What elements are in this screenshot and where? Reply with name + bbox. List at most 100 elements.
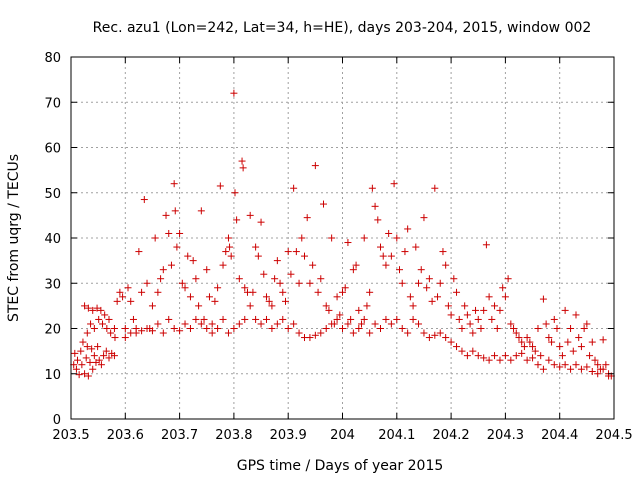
data-point bbox=[111, 334, 119, 342]
data-point bbox=[254, 252, 262, 260]
data-point bbox=[409, 315, 417, 323]
data-point bbox=[290, 184, 298, 192]
data-point bbox=[352, 261, 360, 269]
data-point bbox=[539, 295, 547, 303]
data-point bbox=[159, 266, 167, 274]
data-point bbox=[268, 302, 276, 310]
data-point bbox=[77, 347, 85, 355]
data-point bbox=[287, 270, 295, 278]
data-point bbox=[531, 347, 539, 355]
data-point bbox=[545, 356, 553, 364]
data-point bbox=[556, 343, 564, 351]
data-point bbox=[556, 363, 564, 371]
data-point bbox=[135, 248, 143, 256]
data-point bbox=[121, 334, 129, 342]
data-point bbox=[542, 320, 550, 328]
data-point bbox=[290, 320, 298, 328]
data-point bbox=[151, 234, 159, 242]
data-point bbox=[444, 302, 452, 310]
data-point bbox=[366, 288, 374, 296]
data-point bbox=[491, 302, 499, 310]
x-tick-label: 203.5 bbox=[52, 428, 89, 443]
data-point bbox=[203, 266, 211, 274]
data-point bbox=[246, 302, 254, 310]
data-point bbox=[488, 315, 496, 323]
data-point bbox=[219, 261, 227, 269]
data-point bbox=[453, 343, 461, 351]
data-point bbox=[594, 370, 602, 378]
data-point bbox=[439, 248, 447, 256]
data-point bbox=[95, 356, 103, 364]
data-point bbox=[165, 315, 173, 323]
x-tick-label: 204.1 bbox=[378, 428, 415, 443]
data-point bbox=[311, 331, 319, 339]
data-point bbox=[436, 329, 444, 337]
data-point bbox=[333, 293, 341, 301]
data-point bbox=[572, 361, 580, 369]
data-point bbox=[420, 329, 428, 337]
data-point bbox=[463, 352, 471, 360]
data-point bbox=[583, 363, 591, 371]
data-point bbox=[148, 327, 156, 335]
data-point bbox=[230, 325, 238, 332]
data-point bbox=[140, 196, 148, 204]
data-point bbox=[75, 371, 83, 379]
data-point bbox=[89, 306, 97, 314]
x-tick-label: 203.7 bbox=[161, 428, 198, 443]
data-point bbox=[450, 275, 458, 283]
data-point bbox=[599, 365, 607, 373]
data-point bbox=[477, 325, 485, 332]
data-point bbox=[539, 365, 547, 373]
data-point bbox=[512, 329, 520, 337]
data-point bbox=[371, 202, 379, 210]
data-point bbox=[203, 325, 211, 332]
data-point bbox=[284, 248, 292, 256]
data-point bbox=[72, 365, 80, 373]
data-point bbox=[377, 325, 385, 332]
data-point bbox=[252, 315, 260, 323]
data-point bbox=[97, 306, 105, 314]
data-point bbox=[347, 315, 355, 323]
data-point bbox=[311, 162, 319, 170]
data-point bbox=[401, 248, 409, 256]
data-point bbox=[238, 157, 246, 165]
data-point bbox=[214, 325, 222, 332]
data-point bbox=[230, 89, 238, 97]
data-point bbox=[227, 252, 235, 260]
data-point bbox=[496, 306, 504, 314]
data-point bbox=[577, 365, 585, 373]
data-point bbox=[222, 248, 230, 256]
data-point bbox=[548, 338, 556, 346]
data-point bbox=[485, 293, 493, 301]
data-point bbox=[455, 315, 463, 323]
data-point bbox=[510, 325, 518, 332]
data-point bbox=[385, 229, 393, 237]
data-point bbox=[176, 229, 184, 237]
data-point bbox=[71, 349, 79, 357]
data-point bbox=[344, 320, 352, 328]
data-point bbox=[132, 329, 140, 337]
data-point bbox=[594, 361, 602, 369]
data-point bbox=[349, 329, 357, 337]
data-point bbox=[458, 325, 466, 332]
x-tick-label: 203.9 bbox=[270, 428, 307, 443]
data-point bbox=[211, 297, 219, 305]
y-tick-label: 30 bbox=[44, 277, 61, 292]
x-tick-labels: 203.5 203.6 203.7 203.8 203.9 204 204.1 204.2 20… bbox=[52, 428, 632, 443]
data-point bbox=[344, 239, 352, 247]
data-point bbox=[368, 184, 376, 192]
data-point bbox=[260, 270, 268, 278]
data-point bbox=[176, 327, 184, 335]
data-point bbox=[235, 275, 243, 283]
data-point bbox=[425, 275, 433, 283]
data-point bbox=[208, 320, 216, 328]
data-point bbox=[88, 345, 96, 353]
data-point bbox=[355, 325, 363, 332]
data-point bbox=[98, 320, 106, 328]
data-point bbox=[81, 370, 89, 378]
data-point bbox=[507, 320, 515, 328]
data-point bbox=[360, 234, 368, 242]
data-point bbox=[143, 325, 151, 332]
data-point bbox=[583, 320, 591, 328]
data-point bbox=[216, 182, 224, 190]
